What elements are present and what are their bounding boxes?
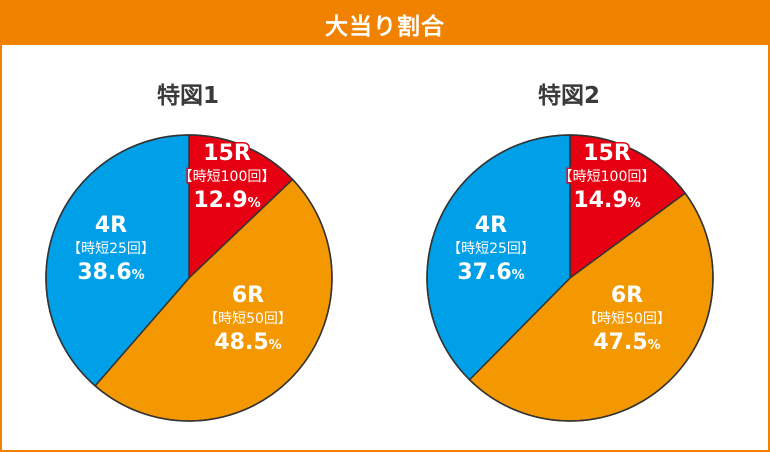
- pie-outline-1: [45, 134, 333, 422]
- slice-jitan-label: 【時短50回】: [204, 311, 292, 327]
- slice-round-label: 15R: [583, 141, 631, 166]
- slice-jitan-label: 【時短25回】: [67, 241, 155, 257]
- chart-title-1: 特図1: [156, 83, 219, 109]
- slice-percent-label: 37.6%: [457, 260, 524, 285]
- slice-round-label: 15R: [203, 141, 251, 166]
- slice-jitan-label: 【時短25回】: [447, 241, 535, 257]
- slice-jitan-label: 【時短50回】: [583, 311, 671, 327]
- slice-label-2-6r: 6R 【時短50回】 47.5%: [582, 282, 673, 357]
- slice-round-label: 4R: [95, 213, 127, 238]
- slice-label-1-15r: 15R【時短100回】12.9%: [177, 140, 277, 215]
- panel-header: 大当り割合: [2, 2, 768, 45]
- chart-title-2: 特図2: [537, 83, 600, 109]
- slice-label-2-4r: 4R 【時短25回】 37.6%: [446, 212, 537, 287]
- slice-jitan-label: 【時短100回】: [179, 169, 276, 185]
- slice-round-label: 6R: [232, 283, 264, 308]
- pie-outline-2: [426, 134, 714, 422]
- slice-jitan-label: 【時短100回】: [559, 169, 656, 185]
- slice-round-label: 4R: [475, 213, 507, 238]
- slice-percent-label: 47.5%: [593, 330, 660, 355]
- slice-label-2-15r: 15R【時短100回】14.9%: [557, 140, 657, 215]
- slice-round-label: 6R: [611, 283, 643, 308]
